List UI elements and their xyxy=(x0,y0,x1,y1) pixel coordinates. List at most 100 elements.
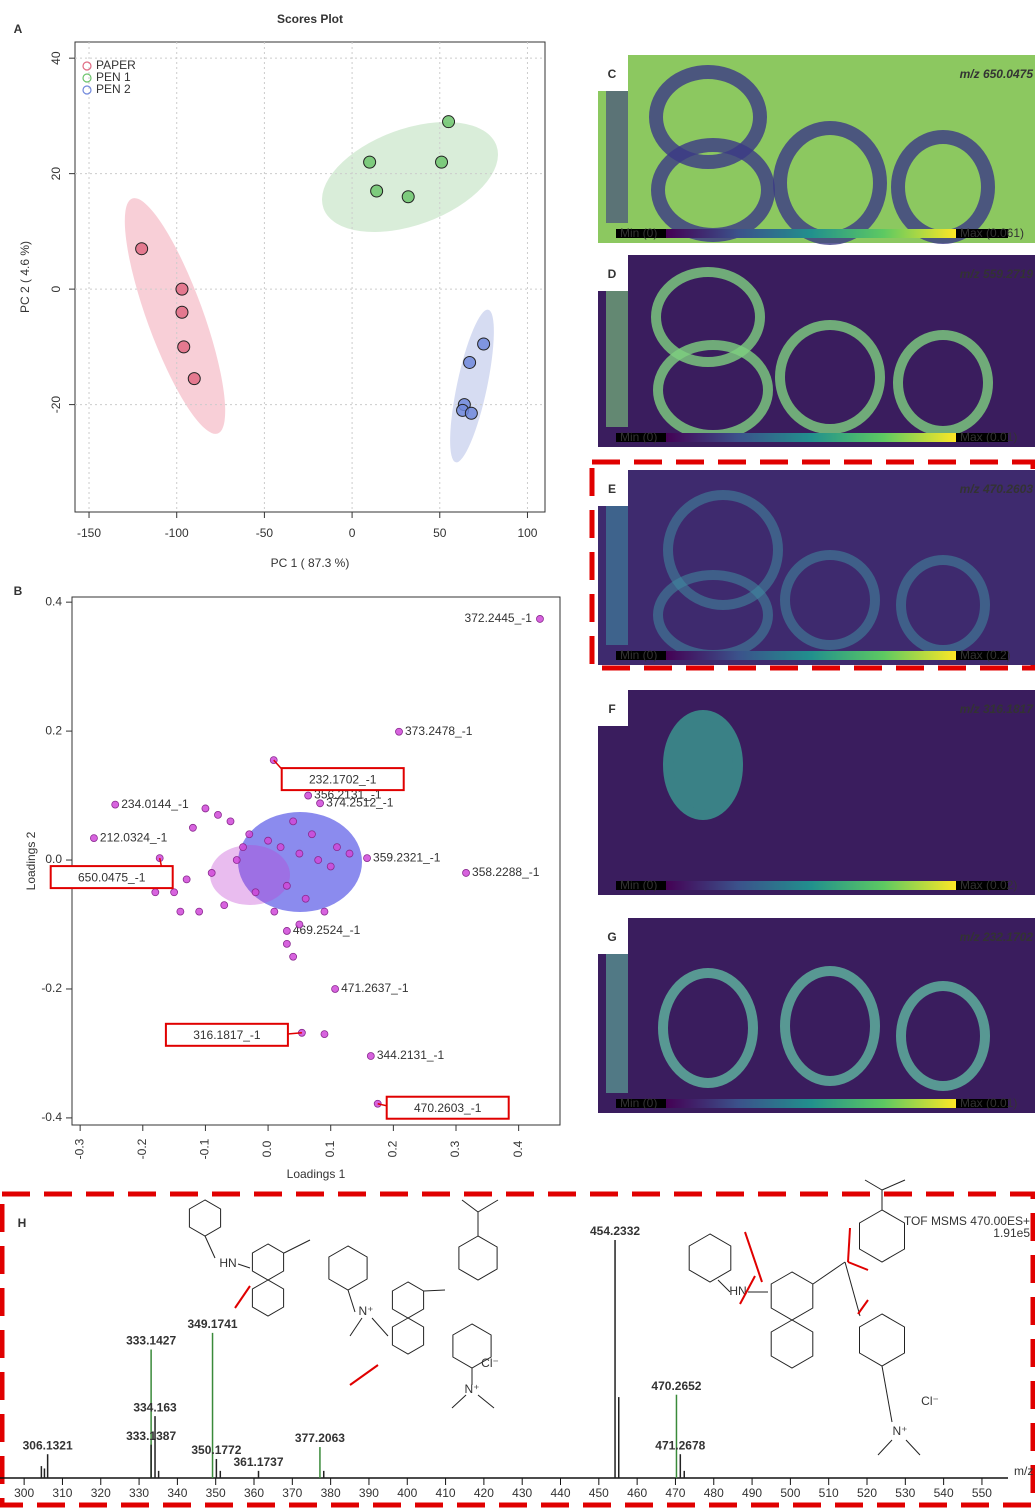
image-feature xyxy=(896,981,990,1091)
point-label: 469.2524_-1 xyxy=(293,923,361,937)
x-tick-label: 330 xyxy=(129,1486,149,1500)
panel-letter: G xyxy=(607,930,616,944)
data-point xyxy=(195,907,204,916)
image-feature xyxy=(780,966,880,1086)
y-tick-label: -20 xyxy=(49,396,63,414)
structure-bond xyxy=(877,1439,893,1456)
data-point xyxy=(314,856,323,864)
ellipse-pen1 xyxy=(322,122,498,232)
colorbar-min: Min (0) xyxy=(620,878,657,892)
structure-bond xyxy=(371,1317,389,1337)
peak-label: 350.1772 xyxy=(191,1443,241,1457)
x-tick-label: 0.0 xyxy=(260,1140,274,1157)
colorbar-max: Max (0.02) xyxy=(960,878,1017,892)
structure-ring xyxy=(328,1245,368,1291)
image-feature xyxy=(606,65,628,223)
legend-label: PEN 1 xyxy=(96,70,131,84)
x-tick-label: 430 xyxy=(512,1486,532,1500)
image-feature xyxy=(663,710,743,820)
label-box xyxy=(164,1022,289,1047)
x-tick-label: 460 xyxy=(627,1486,647,1500)
data-point xyxy=(176,907,185,916)
annotation: TOF MSMS 470.00ES+ xyxy=(904,1214,1030,1228)
data-point xyxy=(477,337,491,351)
data-point xyxy=(363,854,371,862)
panel-letter: C xyxy=(608,67,617,81)
legend-label: PAPER xyxy=(96,58,136,72)
x-tick-label: 440 xyxy=(550,1486,570,1500)
data-point xyxy=(316,799,324,808)
structure-ring xyxy=(391,1281,425,1319)
y-axis-label: PC 2 ( 4.6 %) xyxy=(18,241,32,313)
structure-bond xyxy=(477,1394,495,1409)
panel-letter: F xyxy=(608,702,615,716)
panel-letter: E xyxy=(608,482,616,496)
data-point xyxy=(331,985,340,993)
x-tick-label: 360 xyxy=(244,1486,264,1500)
x-tick-label: 380 xyxy=(321,1486,341,1500)
x-tick-label: 520 xyxy=(857,1486,877,1500)
image-feature xyxy=(606,265,628,427)
data-point xyxy=(90,834,98,843)
structure-ring xyxy=(188,1199,222,1237)
structure-label: HN xyxy=(219,1256,236,1270)
structure-bond xyxy=(451,1394,467,1409)
legend-label: PEN 2 xyxy=(96,82,131,96)
data-point xyxy=(239,843,247,852)
panel-letter: D xyxy=(608,267,617,281)
colorbar-max: Max (0.01) xyxy=(960,1096,1017,1110)
x-axis-label: m/z xyxy=(1014,1464,1033,1478)
point-label: 372.2445_-1 xyxy=(465,611,533,625)
colorbar-max: Max (0.2) xyxy=(960,648,1011,662)
ellipse-pen2 xyxy=(450,309,494,463)
structure-label: Cl⁻ xyxy=(921,1394,939,1408)
letter-box xyxy=(598,918,628,954)
image-feature xyxy=(893,330,993,436)
image-feature xyxy=(649,65,767,169)
confidence-ellipses xyxy=(124,122,498,463)
structure-bond xyxy=(717,1279,731,1293)
image-feature xyxy=(780,550,880,650)
peak-label: 333.1427 xyxy=(126,1334,176,1348)
highlight-box xyxy=(0,1191,1035,1508)
x-tick-label: 300 xyxy=(14,1486,34,1500)
colorbar xyxy=(666,651,956,660)
ms-image xyxy=(598,690,1035,895)
data-point xyxy=(345,849,354,858)
point-cluster xyxy=(210,845,290,905)
point-label: 358.2288_-1 xyxy=(472,865,540,879)
peak-label: 454.2332 xyxy=(590,1224,640,1238)
x-tick-label: 340 xyxy=(167,1486,187,1500)
letter-box xyxy=(598,690,628,726)
data-point xyxy=(326,862,335,871)
data-point xyxy=(282,939,291,948)
x-tick-label: 310 xyxy=(52,1486,72,1500)
structure-bond xyxy=(237,1263,251,1269)
image-title: m/z 232.1702 xyxy=(960,930,1034,944)
structure-bond xyxy=(744,1231,763,1283)
colorbar xyxy=(666,1099,956,1108)
structure-bond xyxy=(812,1261,846,1285)
y-tick-label: -0.4 xyxy=(41,1110,62,1124)
structure-bond xyxy=(905,1439,921,1456)
x-tick-label: 480 xyxy=(704,1486,724,1500)
x-tick-label: 450 xyxy=(589,1486,609,1500)
y-tick-label: 0 xyxy=(49,285,63,292)
point-label: 234.0144_-1 xyxy=(121,797,189,811)
colorbar-min: Min (0) xyxy=(620,430,657,444)
peak-label: 349.1741 xyxy=(188,1317,238,1331)
x-tick-label: -0.3 xyxy=(72,1138,86,1159)
x-tick-label: 410 xyxy=(436,1486,456,1500)
data-point xyxy=(463,355,477,369)
data-point xyxy=(175,282,189,296)
x-tick-label: 390 xyxy=(359,1486,379,1500)
data-point xyxy=(282,881,291,890)
structure-bond xyxy=(739,1275,756,1305)
x-tick-label: 540 xyxy=(934,1486,954,1500)
y-tick-label: 0.4 xyxy=(45,594,62,608)
label-box xyxy=(49,865,174,890)
peak-label: 361.1737 xyxy=(233,1455,283,1469)
legend-marker xyxy=(82,85,92,95)
x-tick-label: 100 xyxy=(517,526,537,540)
